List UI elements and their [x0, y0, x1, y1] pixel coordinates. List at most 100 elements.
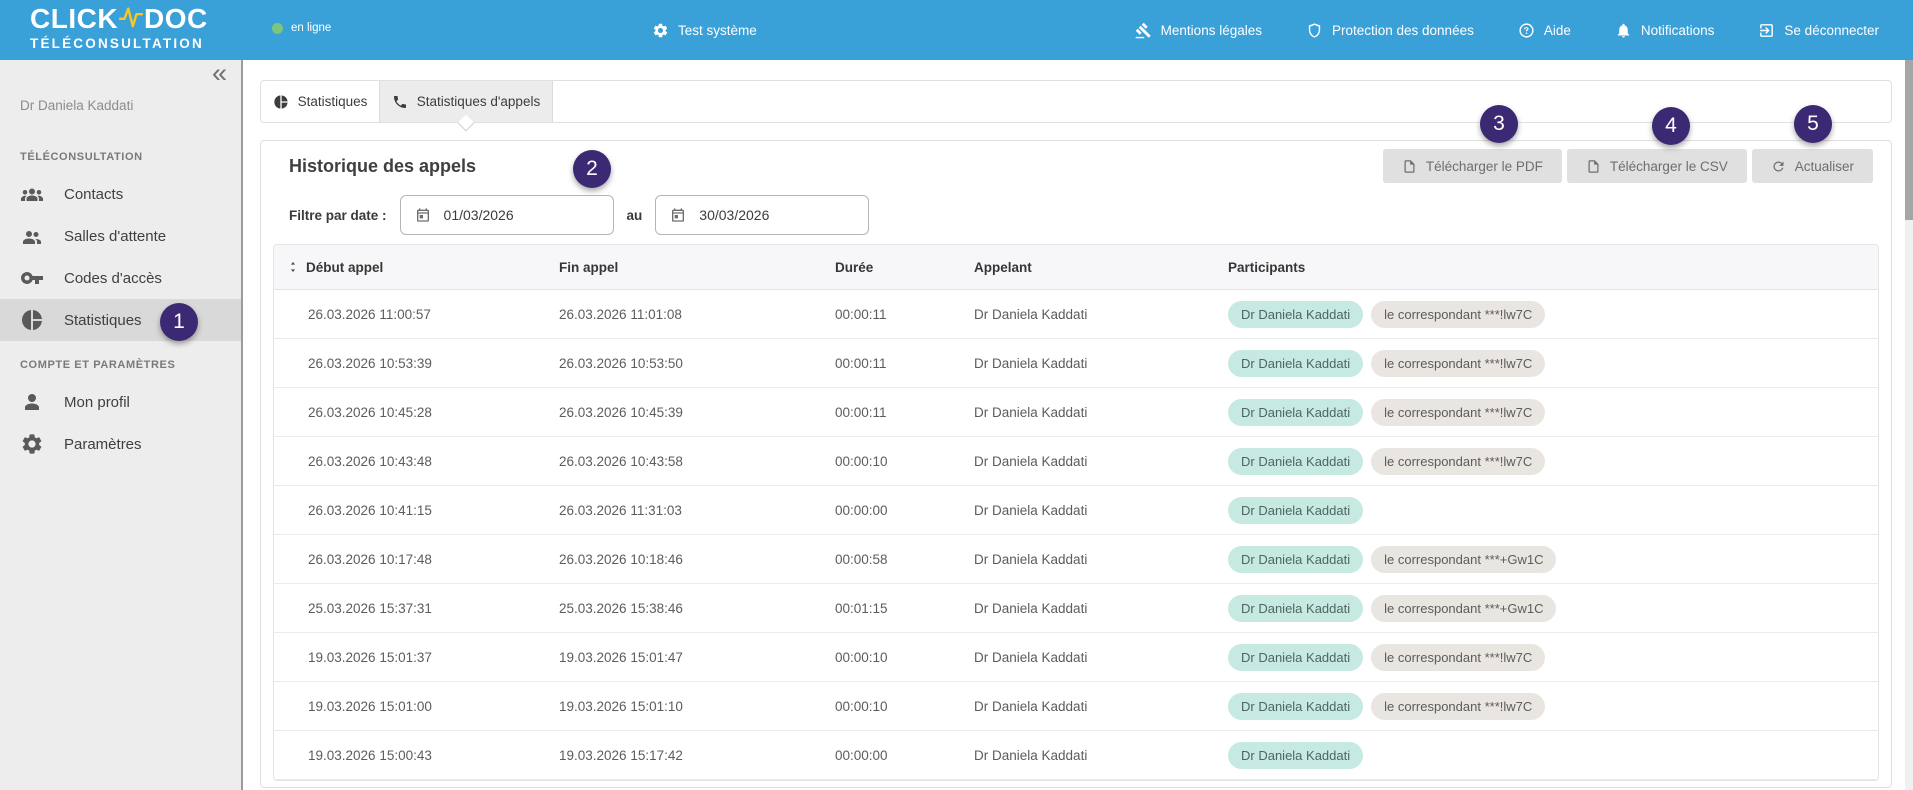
tab-label: Statistiques d'appels	[417, 94, 540, 109]
active-tab-notch	[458, 115, 475, 132]
call-end-cell: 26.03.2026 10:43:58	[559, 454, 835, 469]
date-from-input[interactable]: 01/03/2026	[400, 195, 614, 235]
table-row: 26.03.2026 11:00:5726.03.2026 11:01:0800…	[274, 290, 1878, 339]
participant-chip: Dr Daniela Kaddati	[1228, 301, 1363, 328]
download-pdf-button[interactable]: Télécharger le PDF	[1383, 149, 1562, 183]
call-start-cell: 19.03.2026 15:00:43	[274, 748, 559, 763]
main-area: Statistiques Statistiques d'appels Histo…	[245, 60, 1913, 790]
participants-cell: Dr Daniela Kaddatile correspondant ***!l…	[1228, 448, 1878, 475]
nav-label: Mentions légales	[1161, 23, 1262, 38]
sidebar-collapse-button[interactable]: «	[212, 58, 227, 88]
call-duration-cell: 00:00:00	[835, 503, 974, 518]
nav-item-mentions-legales[interactable]: Mentions légales	[1135, 22, 1262, 39]
caller-cell: Dr Daniela Kaddati	[974, 748, 1228, 763]
sidebar-item-label: Codes d'accès	[64, 270, 162, 287]
pie-chart-icon	[273, 94, 289, 110]
date-filter-label: Filtre par date :	[289, 208, 387, 223]
annotation-badge-5: 5	[1794, 105, 1832, 143]
pdf-file-icon	[1402, 159, 1417, 174]
download-csv-button[interactable]: Télécharger le CSV	[1567, 149, 1747, 183]
call-history-card: Historique des appels Télécharger le PDF…	[260, 140, 1892, 788]
tab-statistiques-appels[interactable]: Statistiques d'appels	[379, 81, 553, 122]
waiting-room-icon	[20, 224, 44, 248]
sidebar-item-contacts[interactable]: Contacts	[0, 173, 241, 215]
caller-cell: Dr Daniela Kaddati	[974, 356, 1228, 371]
gavel-icon	[1135, 22, 1152, 39]
scrollbar-thumb[interactable]	[1905, 60, 1913, 220]
date-from-value: 01/03/2026	[444, 207, 514, 223]
phone-icon	[392, 94, 408, 110]
table-header: Début appel Fin appel Durée Appelant Par…	[274, 245, 1878, 290]
gear-icon	[20, 432, 44, 456]
table-row: 26.03.2026 10:41:1526.03.2026 11:31:0300…	[274, 486, 1878, 535]
heartbeat-pulse-icon	[119, 2, 143, 36]
participant-chip: le correspondant ***!lw7C	[1371, 693, 1545, 720]
sidebar-item-mon-profil[interactable]: Mon profil	[0, 381, 241, 423]
caller-cell: Dr Daniela Kaddati	[974, 552, 1228, 567]
date-separator: au	[627, 208, 643, 223]
participants-cell: Dr Daniela Kaddatile correspondant ***!l…	[1228, 399, 1878, 426]
nav-item-aide[interactable]: Aide	[1518, 22, 1571, 39]
nav-item-se-deconnecter[interactable]: Se déconnecter	[1758, 22, 1879, 39]
online-status-label: en ligne	[291, 22, 331, 34]
sidebar-item-label: Statistiques	[64, 312, 142, 329]
sort-icon[interactable]	[286, 260, 300, 274]
shield-icon	[1306, 22, 1323, 39]
vertical-scrollbar	[1905, 60, 1913, 790]
key-icon	[20, 266, 44, 290]
participant-chip: Dr Daniela Kaddati	[1228, 742, 1363, 769]
call-start-cell: 26.03.2026 10:43:48	[274, 454, 559, 469]
table-row: 25.03.2026 15:37:3125.03.2026 15:38:4600…	[274, 584, 1878, 633]
sidebar-item-codes-acces[interactable]: Codes d'accès	[0, 257, 241, 299]
call-duration-cell: 00:01:15	[835, 601, 974, 616]
table-row: 19.03.2026 15:01:0019.03.2026 15:01:1000…	[274, 682, 1878, 731]
help-icon	[1518, 22, 1535, 39]
call-start-cell: 26.03.2026 10:45:28	[274, 405, 559, 420]
call-end-cell: 26.03.2026 10:45:39	[559, 405, 835, 420]
nav-item-notifications[interactable]: Notifications	[1615, 22, 1715, 39]
app-logo: CLICK DOC TÉLÉCONSULTATION	[30, 2, 215, 51]
call-duration-cell: 00:00:58	[835, 552, 974, 567]
gear-icon	[652, 22, 669, 39]
nav-item-protection-donnees[interactable]: Protection des données	[1306, 22, 1474, 39]
date-to-value: 30/03/2026	[699, 207, 769, 223]
table-body: 26.03.2026 11:00:5726.03.2026 11:01:0800…	[274, 290, 1878, 780]
page-title: Historique des appels	[289, 156, 476, 177]
annotation-badge-3: 3	[1480, 105, 1518, 143]
caller-cell: Dr Daniela Kaddati	[974, 650, 1228, 665]
nav-label: Aide	[1544, 23, 1571, 38]
participant-chip: Dr Daniela Kaddati	[1228, 595, 1363, 622]
call-end-cell: 26.03.2026 11:31:03	[559, 503, 835, 518]
call-duration-cell: 00:00:11	[835, 307, 974, 322]
sidebar-section-teleconsultation: TÉLÉCONSULTATION	[20, 151, 241, 163]
call-end-cell: 19.03.2026 15:01:10	[559, 699, 835, 714]
participant-chip: le correspondant ***!lw7C	[1371, 350, 1545, 377]
test-system-button[interactable]: Test système	[652, 0, 757, 60]
refresh-icon	[1771, 159, 1786, 174]
calls-table: Début appel Fin appel Durée Appelant Par…	[273, 244, 1879, 781]
call-start-cell: 26.03.2026 10:53:39	[274, 356, 559, 371]
nav-label: Protection des données	[1332, 23, 1474, 38]
annotation-badge-1: 1	[160, 303, 198, 341]
caller-cell: Dr Daniela Kaddati	[974, 503, 1228, 518]
call-duration-cell: 00:00:11	[835, 405, 974, 420]
annotation-badge-2: 2	[573, 150, 611, 188]
online-status: en ligne	[272, 22, 331, 34]
pie-chart-icon	[20, 308, 44, 332]
participant-chip: le correspondant ***+Gw1C	[1371, 595, 1556, 622]
sidebar-item-statistiques[interactable]: Statistiques	[0, 299, 241, 341]
participants-cell: Dr Daniela Kaddati	[1228, 742, 1878, 769]
logo-wordmark: CLICK DOC	[30, 2, 215, 36]
sidebar: « Dr Daniela Kaddati TÉLÉCONSULTATION Co…	[0, 60, 243, 790]
tab-statistiques[interactable]: Statistiques	[261, 81, 379, 122]
column-fin-appel: Fin appel	[559, 260, 835, 275]
sidebar-item-parametres[interactable]: Paramètres	[0, 423, 241, 465]
csv-file-icon	[1586, 159, 1601, 174]
download-pdf-label: Télécharger le PDF	[1426, 159, 1543, 174]
call-end-cell: 26.03.2026 10:18:46	[559, 552, 835, 567]
caller-cell: Dr Daniela Kaddati	[974, 405, 1228, 420]
refresh-button[interactable]: Actualiser	[1752, 149, 1873, 183]
logo-subtitle: TÉLÉCONSULTATION	[30, 36, 215, 51]
date-to-input[interactable]: 30/03/2026	[655, 195, 869, 235]
sidebar-item-salles-attente[interactable]: Salles d'attente	[0, 215, 241, 257]
